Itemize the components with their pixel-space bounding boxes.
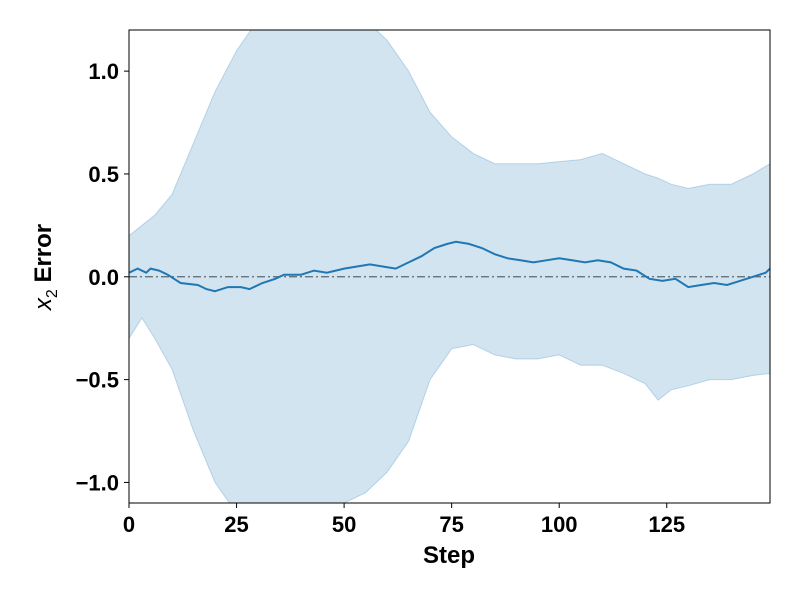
mean-error-line [129, 240, 770, 293]
y-axis-label-subscript: 2 [44, 289, 61, 298]
y-tick-label: 1.0 [88, 59, 119, 84]
y-axis-label-var: x [30, 297, 57, 311]
x-tick-label: 75 [439, 512, 463, 537]
x-axis-label: Step [423, 542, 475, 569]
y-tick-label: −0.5 [76, 368, 119, 393]
x-tick-label: 0 [123, 512, 135, 537]
y-tick-label: −1.0 [76, 470, 119, 495]
y-axis: −1.0 −0.5 0.0 0.5 1.0 [76, 59, 129, 495]
y-tick-label: 0.0 [88, 265, 119, 290]
x-tick-label: 50 [332, 512, 356, 537]
x-axis: 0 25 50 75 100 125 [123, 503, 685, 537]
x-tick-label: 100 [541, 512, 578, 537]
plot-area [129, 30, 770, 503]
x-tick-label: 25 [224, 512, 248, 537]
plot-frame [128, 29, 771, 504]
y-axis-label-text: Error [30, 224, 57, 289]
x-tick-label: 125 [648, 512, 685, 537]
y-axis-label: x2 Error [30, 224, 61, 311]
uncertainty-band [129, 30, 770, 503]
y-tick-label: 0.5 [88, 162, 119, 187]
